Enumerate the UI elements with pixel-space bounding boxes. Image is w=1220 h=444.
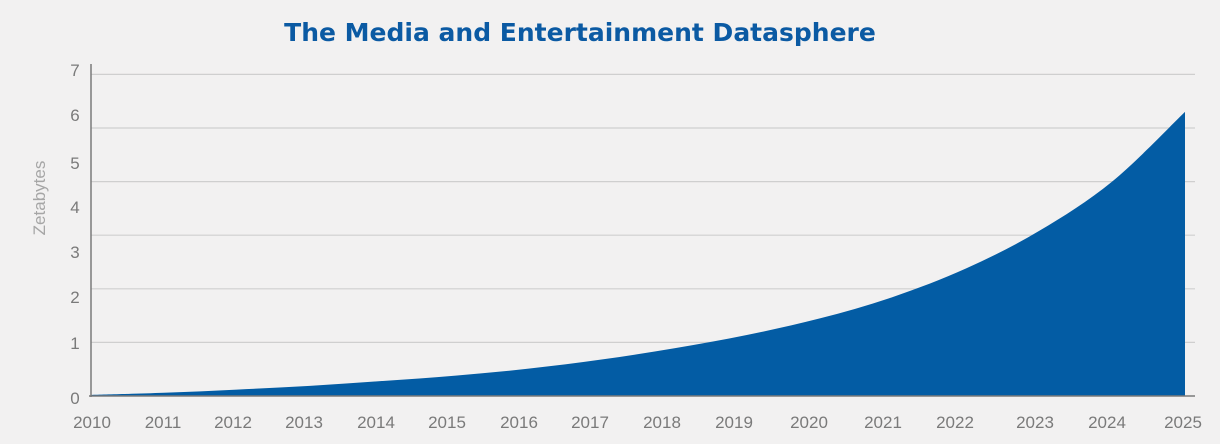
x-tick-label-2016: 2016: [500, 413, 538, 432]
chart-title: The Media and Entertainment Datasphere: [284, 18, 876, 47]
x-tick-label-2024: 2024: [1088, 413, 1126, 432]
x-tick-label-2017: 2017: [571, 413, 609, 432]
area-series-fill: [91, 111, 1185, 397]
x-tick-label-2021: 2021: [864, 413, 902, 432]
x-tick-label-2025: 2025: [1164, 413, 1202, 432]
y-tick-label-1: 1: [70, 334, 79, 353]
x-tick-label-2019: 2019: [715, 413, 753, 432]
x-tick-label-2018: 2018: [643, 413, 681, 432]
y-tick-label-6: 6: [70, 106, 79, 125]
x-tick-label-2013: 2013: [285, 413, 323, 432]
y-tick-label-7: 7: [70, 61, 79, 80]
y-axis-title: Zetabytes: [30, 161, 49, 236]
y-tick-label-2: 2: [70, 288, 79, 307]
y-tick-label-0: 0: [70, 389, 79, 408]
x-tick-labels: 2010 2011 2012 2013 2014 2015 2016 2017 2018 2019…: [73, 413, 1202, 432]
x-tick-label-2011: 2011: [145, 413, 182, 432]
x-tick-label-2010: 2010: [73, 413, 111, 432]
x-tick-label-2022: 2022: [936, 413, 974, 432]
y-tick-label-4: 4: [70, 198, 79, 217]
area-series: [91, 111, 1185, 397]
x-tick-label-2020: 2020: [790, 413, 828, 432]
y-tick-label-3: 3: [70, 243, 79, 262]
y-tick-label-5: 5: [70, 154, 79, 173]
x-tick-label-2012: 2012: [214, 413, 252, 432]
x-tick-label-2014: 2014: [357, 413, 395, 432]
x-tick-label-2015: 2015: [428, 413, 466, 432]
x-tick-label-2023: 2023: [1016, 413, 1054, 432]
y-tick-labels: 0 1 2 3 4 5 6 7: [70, 61, 79, 408]
grid-lines: [91, 73, 1195, 343]
axes: [89, 64, 1195, 397]
